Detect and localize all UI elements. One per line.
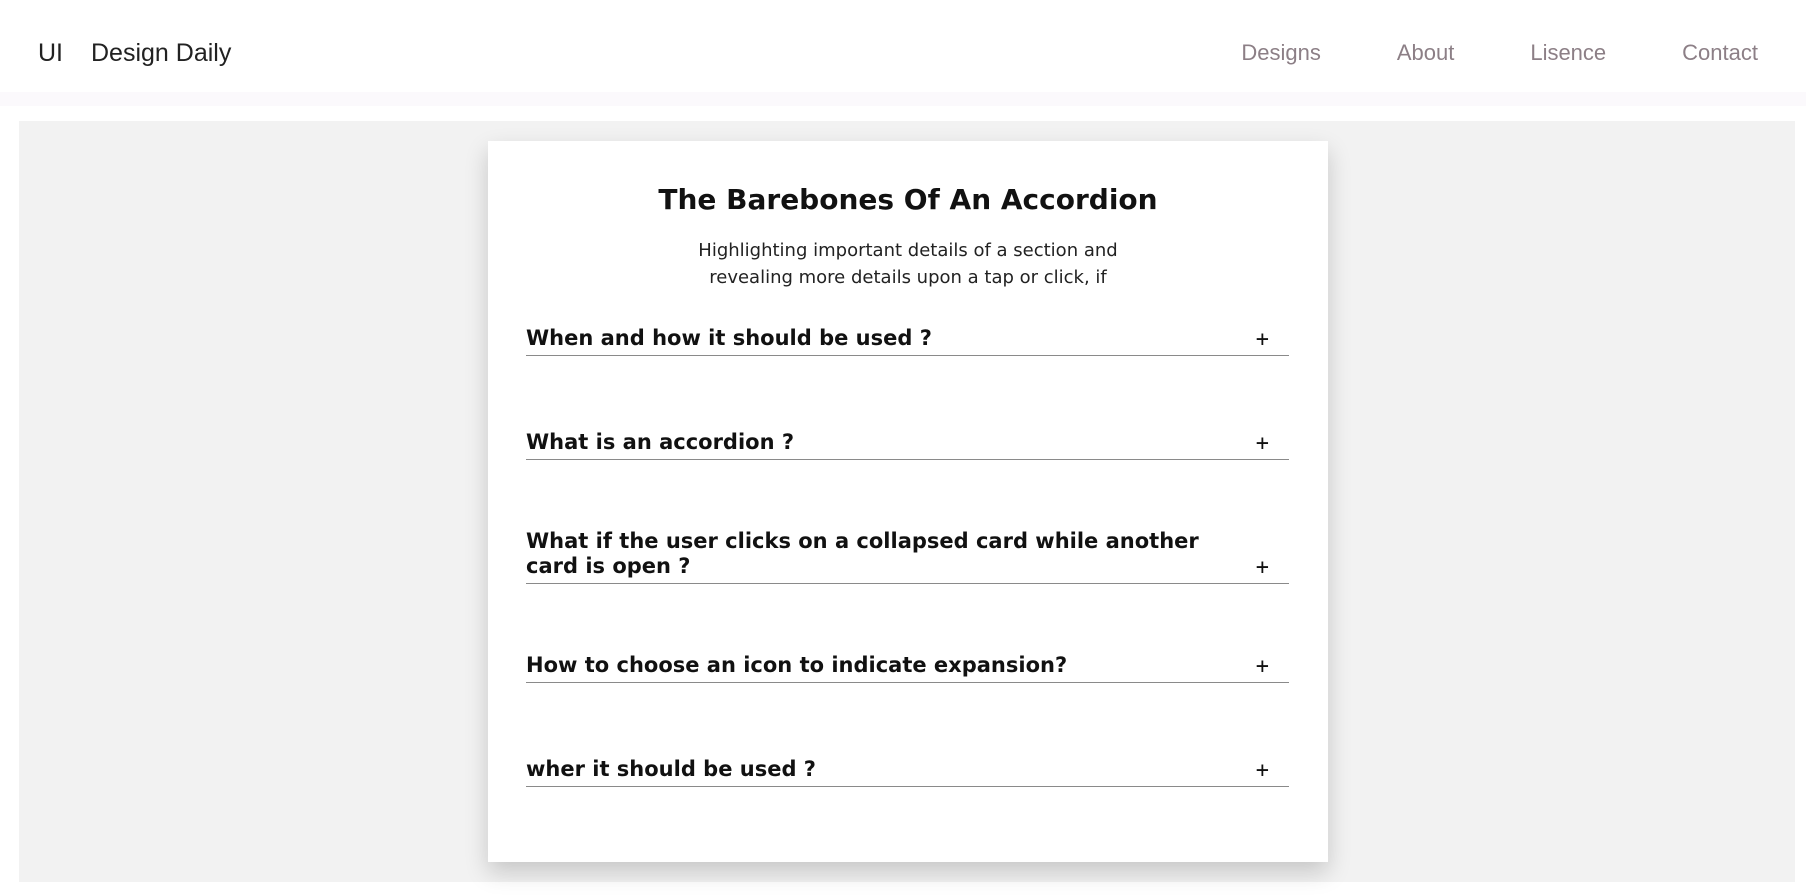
accordion-question: When and how it should be used ? [526, 326, 932, 350]
card-subtitle: Highlighting important details of a sect… [698, 240, 1118, 288]
accordion-item[interactable]: What if the user clicks on a collapsed c… [526, 529, 1289, 584]
plus-icon[interactable]: + [1255, 555, 1269, 580]
nav-link-contact[interactable]: Contact [1682, 40, 1758, 65]
brand-name: Design Daily [91, 39, 232, 67]
plus-icon[interactable]: + [1255, 327, 1269, 352]
card-title: The Barebones Of An Accordion [658, 183, 1158, 216]
accordion-item[interactable]: How to choose an icon to indicate expans… [526, 653, 1289, 683]
accordion-question: What if the user clicks on a collapsed c… [526, 529, 1199, 578]
accordion-item[interactable]: What is an accordion ? + [526, 430, 1289, 460]
brand-mark: UI [38, 39, 63, 67]
plus-icon[interactable]: + [1255, 654, 1269, 679]
plus-icon[interactable]: + [1255, 758, 1269, 783]
main-nav: Designs About Lisence Contact [1241, 38, 1758, 68]
nav-link-license[interactable]: Lisence [1530, 40, 1607, 65]
accordion-question: What is an accordion ? [526, 430, 795, 454]
accordion-card: The Barebones Of An Accordion Highlighti… [488, 141, 1328, 862]
nav-link-designs[interactable]: Designs [1241, 40, 1321, 65]
nav-link-about[interactable]: About [1396, 40, 1455, 65]
accordion-item[interactable]: wher it should be used ? + [526, 757, 1289, 787]
plus-icon[interactable]: + [1255, 431, 1269, 456]
accordion-question: How to choose an icon to indicate expans… [526, 653, 1068, 677]
top-navbar: UI Design Daily Designs About Lisence Co… [0, 0, 1806, 106]
accordion-item[interactable]: When and how it should be used ? + [526, 326, 1289, 356]
accordion-question: wher it should be used ? [526, 757, 816, 781]
brand[interactable]: UI Design Daily [38, 38, 231, 68]
